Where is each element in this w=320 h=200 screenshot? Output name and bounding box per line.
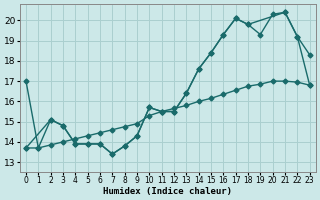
X-axis label: Humidex (Indice chaleur): Humidex (Indice chaleur) <box>103 187 232 196</box>
